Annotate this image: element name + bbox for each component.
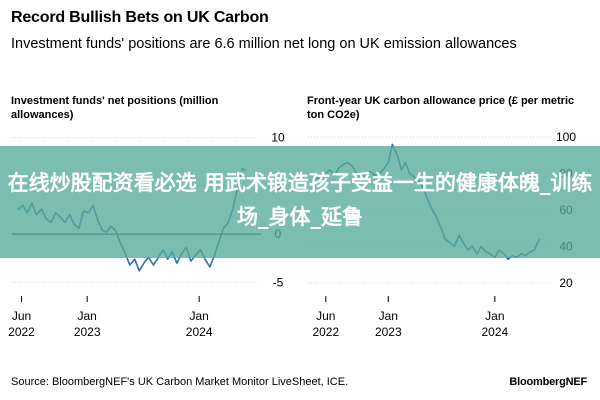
panel1-x-tick-year-0: 2022 [312,325,339,339]
right-panel-title: Front-year UK carbon allowance price (£ … [307,95,575,121]
overlay-banner-text: 在线炒股配资看必选 用武术锻造孩子受益一生的健康体魄_训练场_身体_延鲁 [7,171,593,229]
left-panel-title: Investment funds' net positions (million… [11,95,219,121]
panel0-y-tick-label-0: 10 [271,131,285,145]
panel0-x-tick-year-2: 2024 [186,325,213,339]
brand-logo: BloombergNEF [509,376,587,388]
source-note: Source: BloombergNEF's UK Carbon Market … [11,376,349,388]
panel0-x-tick-year-0: 2022 [8,325,35,339]
panel1-x-tick-month-2: Jan [485,309,504,323]
panel0-x-tick-month-0: Jun [12,309,31,323]
panel0-x-tick-month-2: Jan [189,309,208,323]
chart-main-subtitle: Investment funds' positions are 6.6 mill… [11,36,517,52]
panel0-x-tick-month-1: Jan [77,309,96,323]
panel1-x-tick-month-0: Jun [316,309,335,323]
panel1-x-tick-year-2: 2024 [482,325,509,339]
panel1-x-tick-year-1: 2023 [375,325,402,339]
panel1-y-tick-label-0: 100 [556,130,576,144]
chart-main-title: Record Bullish Bets on UK Carbon [11,9,269,26]
panel0-y-tick-label-3: -5 [273,275,284,289]
panel1-y-tick-label-4: 20 [559,276,573,290]
overlay-banner [0,146,600,258]
panel1-x-tick-month-1: Jan [379,309,398,323]
panel0-x-tick-year-1: 2023 [74,325,101,339]
